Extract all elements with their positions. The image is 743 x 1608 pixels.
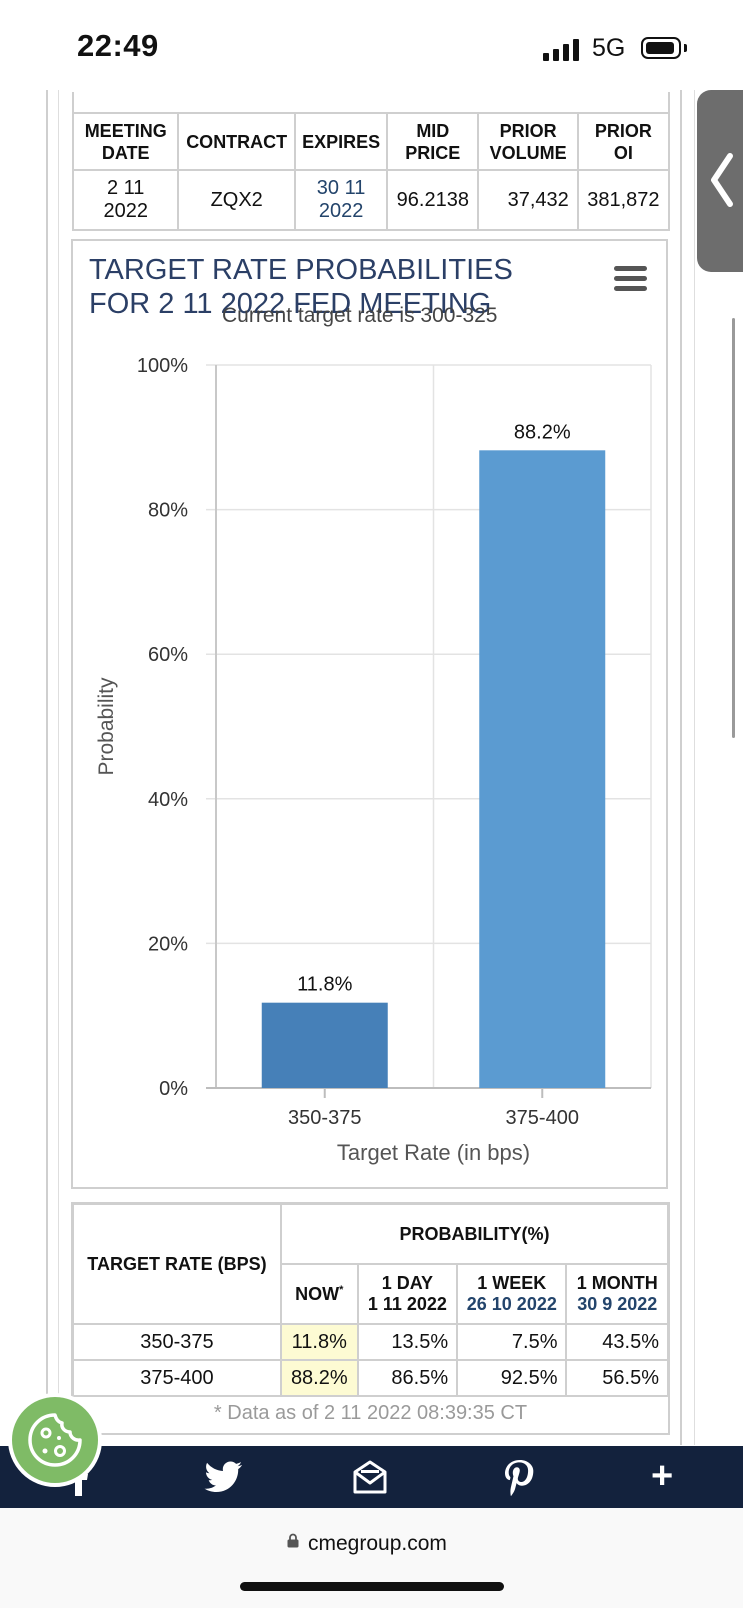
url-text[interactable]: cmegroup.com xyxy=(308,1532,447,1555)
one-week-date-link[interactable]: 26 10 2022 xyxy=(466,1294,557,1314)
chart-bar-375-400 xyxy=(479,450,606,1089)
header-mid-price: MID PRICE xyxy=(386,112,480,171)
header-1-day: 1 DAY 1 11 2022 xyxy=(356,1263,459,1325)
battery-cap xyxy=(684,44,687,52)
lock-icon xyxy=(287,1533,299,1548)
header-1-month: 1 MONTH 30 9 2022 xyxy=(565,1263,669,1325)
cell-now: 88.2% xyxy=(279,1359,359,1397)
cell-1-month: 56.5% xyxy=(565,1359,669,1397)
page-frame xyxy=(46,90,48,1445)
cell-now: 11.8% xyxy=(279,1323,359,1361)
cell-1-day: 86.5% xyxy=(356,1359,459,1397)
share-bar xyxy=(0,1446,743,1508)
page-frame xyxy=(680,90,682,1445)
header-meeting-date: MEETING DATE xyxy=(71,112,180,171)
browser-url-bar[interactable] xyxy=(0,1508,743,1608)
y-tick-label: 100% xyxy=(137,355,188,377)
signal-icon xyxy=(543,39,583,61)
header-expires: EXPIRES xyxy=(293,112,389,171)
data-timestamp-footnote: * Data as of 2 11 2022 08:39:35 CT xyxy=(213,1402,528,1424)
cell-contract: ZQX2 xyxy=(177,169,296,231)
side-drawer-tab[interactable] xyxy=(697,90,743,272)
cell-mid-price: 96.2138 xyxy=(386,169,480,231)
cell-prior-oi: 381,872 xyxy=(576,169,671,231)
header-prior-volume: PRIOR VOLUME xyxy=(477,112,579,171)
table-header-row: MEETING DATE CONTRACT EXPIRES MID PRICE PR… xyxy=(71,112,671,171)
hamburger-menu-icon[interactable] xyxy=(614,266,647,292)
battery-icon xyxy=(641,37,681,59)
status-bar xyxy=(0,0,743,90)
bar-chart: 0% 20% 40% 60% 80% 100% 11.8% 350-375 88.2% 375-4… xyxy=(95,355,652,1165)
y-tick-label: 60% xyxy=(148,644,188,666)
chart-title: TARGET RATE PROBABILITIES FOR 2 11 2022 F… xyxy=(89,254,513,320)
y-axis-title: Probability xyxy=(95,677,118,776)
chevron-left-icon[interactable] xyxy=(706,150,736,210)
cell-1-week: 92.5% xyxy=(456,1359,568,1397)
plus-icon[interactable]: + xyxy=(651,1455,674,1497)
table-top-edge xyxy=(72,92,670,112)
cell-meeting-date: 2 11 2022 xyxy=(71,169,180,231)
home-indicator[interactable] xyxy=(240,1582,504,1591)
pinterest-icon[interactable] xyxy=(500,1458,540,1496)
cell-1-day: 13.5% xyxy=(356,1323,459,1361)
chart-bar-350-375 xyxy=(261,1002,388,1088)
y-tick-label: 0% xyxy=(159,1078,188,1100)
cell-1-month: 43.5% xyxy=(565,1323,669,1361)
page-frame xyxy=(58,90,59,1445)
page-frame xyxy=(694,90,695,1445)
twitter-icon[interactable] xyxy=(204,1458,244,1496)
cookie-icon xyxy=(28,1413,82,1467)
contract-table: MEETING DATE CONTRACT EXPIRES MID PRICE PR… xyxy=(71,112,671,231)
header-now: NOW* xyxy=(279,1263,359,1325)
y-tick-label: 20% xyxy=(148,933,188,955)
cell-rate: 375-400 xyxy=(72,1359,282,1397)
probability-table: TARGET RATE (BPS) PROBABILITY(%) NOW* 1 … xyxy=(72,1203,670,1397)
header-contract: CONTRACT xyxy=(177,112,296,171)
table-header-row: NOW* 1 DAY 1 11 2022 1 WEEK 26 10 2022 1 M… xyxy=(73,1263,669,1325)
x-tick-label: 375-400 xyxy=(506,1107,579,1129)
scrollbar[interactable] xyxy=(732,318,735,738)
y-tick-label: 80% xyxy=(148,500,188,522)
header-prior-oi: PRIOR OI xyxy=(576,112,671,171)
cell-prior-volume: 37,432 xyxy=(477,169,579,231)
data-label: 88.2% xyxy=(514,421,571,443)
cell-1-week: 7.5% xyxy=(456,1323,568,1361)
x-axis-title: Target Rate (in bps) xyxy=(337,1140,530,1165)
table-row: 375-400 88.2% 86.5% 92.5% 56.5% xyxy=(72,1359,669,1397)
expires-link[interactable]: 30 11 2022 xyxy=(293,169,389,231)
email-icon[interactable] xyxy=(350,1458,390,1496)
status-time: 22:49 xyxy=(77,28,159,63)
table-row: 350-375 11.8% 13.5% 7.5% 43.5% xyxy=(72,1323,669,1361)
cell-rate: 350-375 xyxy=(72,1323,282,1361)
header-1-week: 1 WEEK 26 10 2022 xyxy=(456,1263,568,1325)
chart-subtitle: Current target rate is 300-325 xyxy=(222,304,498,327)
cookie-settings-button[interactable] xyxy=(8,1393,102,1487)
header-probability: PROBABILITY(%) xyxy=(279,1203,670,1265)
y-tick-label: 40% xyxy=(148,789,188,811)
header-target-rate: TARGET RATE (BPS) xyxy=(72,1203,282,1325)
data-label: 11.8% xyxy=(297,974,352,996)
table-row: 2 11 2022 ZQX2 30 11 2022 96.2138 37,432 3… xyxy=(71,169,671,231)
x-tick-label: 350-375 xyxy=(288,1107,361,1129)
one-month-date-link[interactable]: 30 9 2022 xyxy=(577,1294,658,1314)
table-header-row: TARGET RATE (BPS) PROBABILITY(%) xyxy=(72,1203,670,1325)
network-type: 5G xyxy=(592,34,626,62)
